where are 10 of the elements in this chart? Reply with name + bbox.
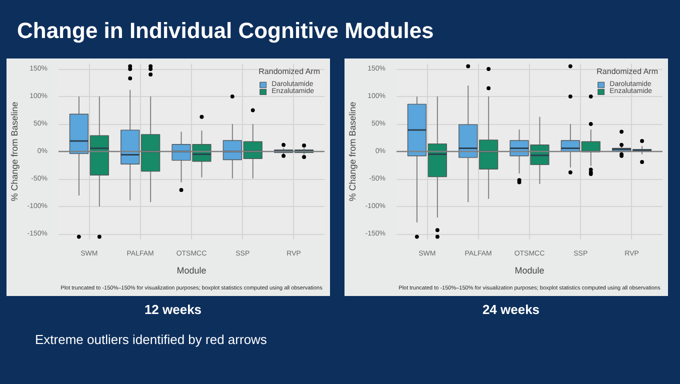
x-axis-title: Module: [514, 266, 544, 276]
text: 24 weeks: [482, 301, 540, 319]
y-axis-title: % Change from Baseline: [347, 102, 358, 202]
x-axis-title: Module: [176, 266, 206, 276]
text: 12 weeks: [144, 301, 202, 319]
text: Change in Individual Cognitive Modules: [17, 17, 434, 45]
y-axis-title: % Change from Baseline: [9, 102, 20, 202]
text: Extreme outliers identified by red arrows: [35, 331, 267, 349]
legend-title: Randomized Arm: [258, 67, 320, 76]
legend-title: Randomized Arm: [596, 67, 658, 76]
